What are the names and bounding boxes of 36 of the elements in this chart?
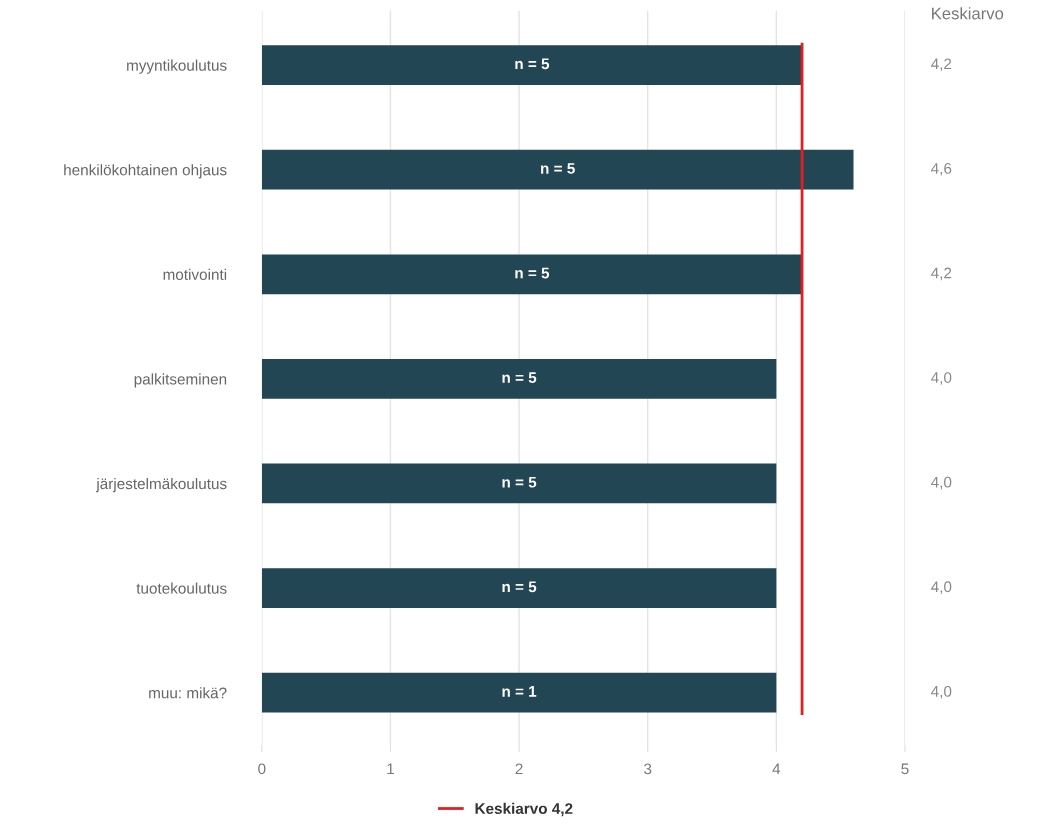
data-label: 4,0 — [931, 581, 952, 594]
data-label: 4,2 — [931, 58, 952, 72]
bar — [261, 463, 777, 504]
data-label: 4,6 — [931, 162, 952, 176]
annotation: n = 5 — [541, 163, 575, 174]
x-tick-label: 2 — [515, 763, 523, 775]
bar — [261, 568, 777, 608]
x-tick-label: 1 — [387, 763, 394, 775]
annotation: n = 5 — [502, 476, 537, 488]
text: Keskiarvo — [932, 7, 1004, 20]
x-tick-label: 5 — [901, 763, 909, 775]
annotation: n = 1 — [502, 686, 537, 697]
data-label: 4,0 — [931, 476, 952, 490]
y-tick-label: palkitseminen — [134, 373, 227, 388]
annotation: n = 5 — [502, 372, 537, 383]
annotation: n = 5 — [515, 267, 550, 279]
data-label: 4,0 — [931, 372, 952, 385]
y-tick-label: myyntikoulutus — [127, 59, 227, 74]
data-label: 4,2 — [931, 267, 952, 281]
y-tick-label: henkilökohtainen ohjaus — [64, 164, 227, 179]
bar — [261, 254, 803, 295]
bar — [261, 45, 803, 85]
legend-label: Keskiarvo 4,2 — [475, 802, 573, 817]
y-tick-label: järjestelmäkoulutus — [95, 477, 227, 493]
x-tick-label: 0 — [258, 763, 266, 775]
bar — [261, 359, 777, 399]
annotation: n = 5 — [502, 581, 537, 593]
bar — [261, 672, 777, 713]
x-tick-label: 3 — [644, 763, 652, 775]
data-label: 4,0 — [931, 685, 952, 699]
y-tick-label: motivointi — [163, 268, 227, 280]
x-tick-label: 4 — [772, 763, 781, 775]
y-tick-label: tuotekoulutus — [136, 582, 227, 594]
annotation: n = 5 — [515, 58, 550, 70]
y-tick-label: muu: mikä? — [149, 687, 227, 699]
bar — [261, 149, 854, 190]
